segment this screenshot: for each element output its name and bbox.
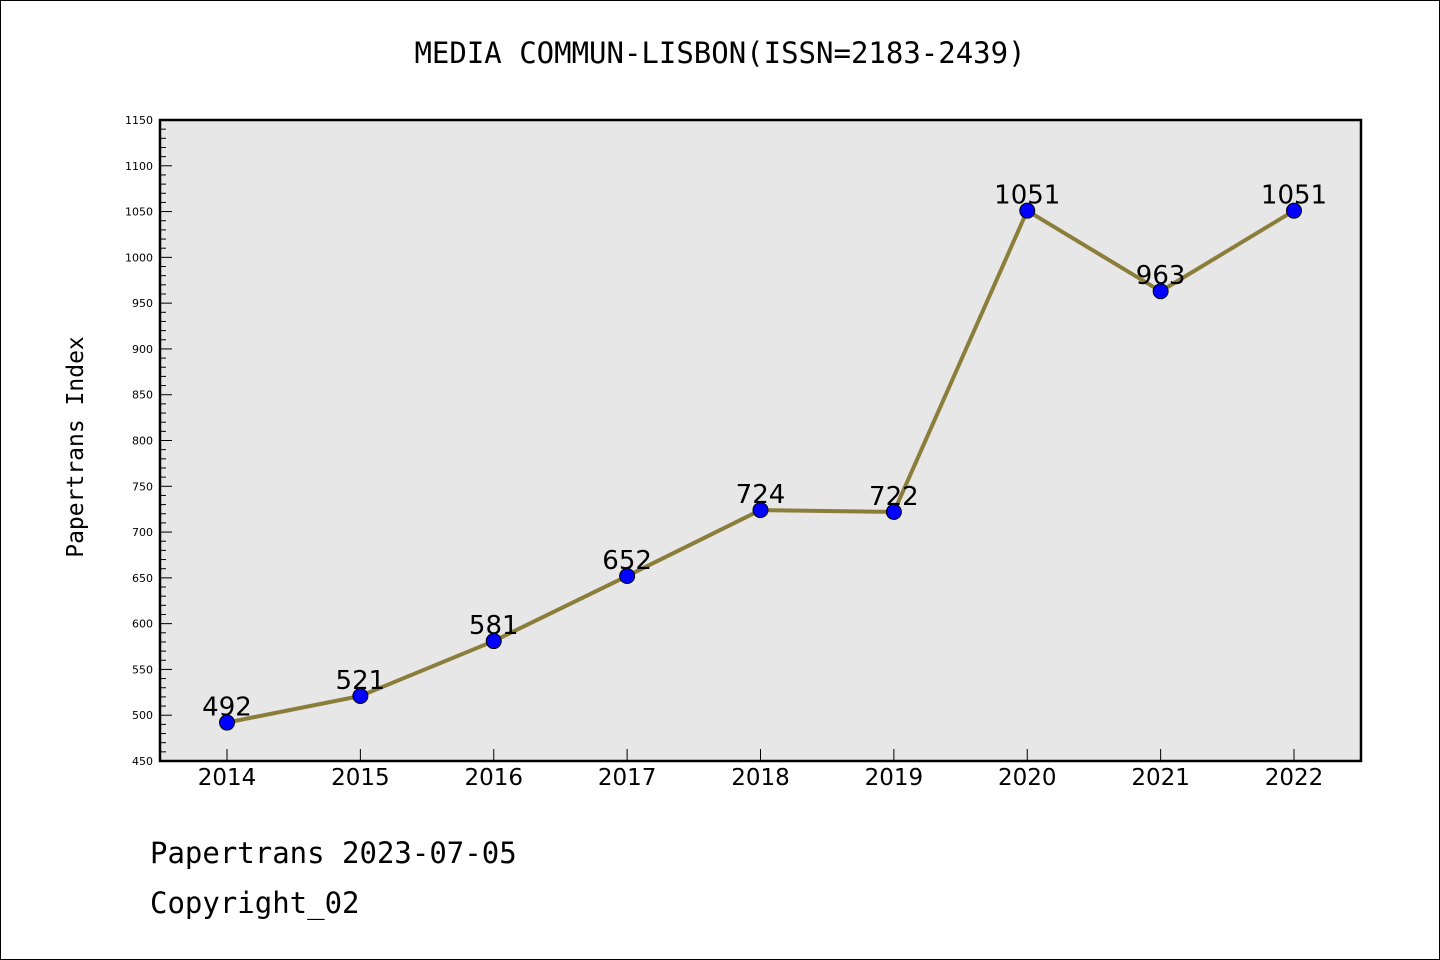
x-tick-label: 2019 <box>865 765 924 791</box>
footer-copyright: Copyright_02 <box>150 886 360 920</box>
x-tick-label: 2016 <box>464 765 523 791</box>
data-label: 521 <box>336 666 386 696</box>
footer-date: Papertrans 2023-07-05 <box>150 836 517 870</box>
data-point <box>1286 202 1302 219</box>
data-label: 492 <box>202 693 252 723</box>
plot-border <box>158 118 1363 763</box>
data-label: 1051 <box>994 181 1060 211</box>
y-tick-label: 800 <box>132 435 153 448</box>
x-tick-label: 2020 <box>998 765 1057 791</box>
y-tick-label: 500 <box>132 709 153 722</box>
x-tick-label: 2017 <box>598 765 657 791</box>
x-tick-label: 2015 <box>331 765 390 791</box>
data-label: 652 <box>602 546 652 576</box>
data-labels: 492 521 581 652 724 722 1051 963 1051 <box>202 181 1327 723</box>
y-tick-label: 650 <box>132 572 153 585</box>
y-tick-label: 1000 <box>125 251 153 264</box>
y-tick-label: 850 <box>132 389 153 402</box>
data-point <box>352 687 369 704</box>
y-tick-label: 1100 <box>125 160 153 173</box>
data-label: 1051 <box>1261 181 1327 211</box>
data-markers <box>219 202 1302 731</box>
data-point <box>752 502 769 519</box>
x-tick-label: 2018 <box>731 765 790 791</box>
y-tick-label: 1150 <box>125 114 153 127</box>
data-label: 722 <box>869 482 919 512</box>
data-point <box>619 568 636 585</box>
y-tick-label: 700 <box>132 526 153 539</box>
y-tick-label: 750 <box>132 480 153 493</box>
y-tick-label: 450 <box>132 755 153 768</box>
data-label: 724 <box>736 480 786 510</box>
y-tick-label: 1050 <box>125 206 153 219</box>
plot-area <box>160 120 1361 761</box>
data-label: 581 <box>469 611 519 641</box>
y-tick-label: 550 <box>132 663 153 676</box>
y-axis-ticks: 450 500 550 600 650 700 750 800 850 900 950 1000 105… <box>125 114 172 768</box>
data-point <box>219 714 235 731</box>
y-tick-label: 950 <box>132 297 153 310</box>
x-tick-label: 2022 <box>1265 765 1324 791</box>
y-tick-label: 900 <box>132 343 153 356</box>
x-tick-label: 2014 <box>198 765 257 791</box>
x-axis-ticks: 2014 2015 2016 2017 2018 2019 2020 2021 2022 <box>198 749 1324 791</box>
data-point <box>485 633 502 650</box>
chart-title: MEDIA COMMUN-LISBON(ISSN=2183-2439) <box>414 36 1026 70</box>
y-tick-label: 600 <box>132 618 153 631</box>
data-point <box>1019 202 1036 219</box>
data-point <box>1152 283 1169 300</box>
data-label: 963 <box>1136 261 1186 291</box>
data-point <box>885 503 902 520</box>
x-tick-label: 2021 <box>1131 765 1190 791</box>
